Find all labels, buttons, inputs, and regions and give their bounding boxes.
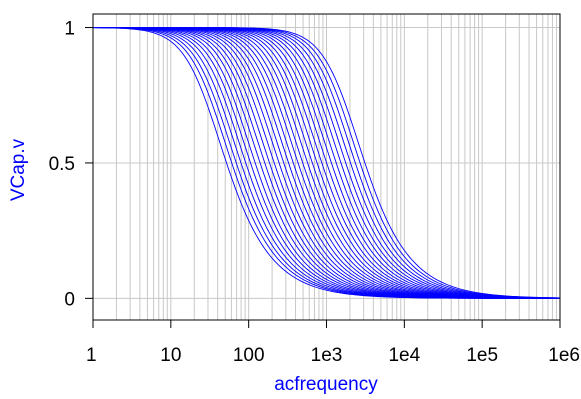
x-tick-labels: 1 10 100 1e3 1e4 1e5 1e6	[86, 345, 580, 366]
x-axis-title: acfrequency	[274, 374, 378, 395]
y-tick-label: 1	[64, 19, 75, 40]
x-tick-label: 1e4	[388, 345, 420, 366]
grid	[93, 14, 560, 320]
tick-marks	[85, 27, 561, 328]
series-group	[92, 27, 561, 299]
y-tick-labels: 00.51	[49, 19, 75, 311]
x-tick-label: 100	[233, 345, 265, 366]
x-tick-label: 1	[86, 345, 97, 366]
series-line-30	[93, 27, 561, 299]
x-tick-label: 1e3	[311, 345, 343, 366]
x-tick-label: 1e5	[466, 345, 498, 366]
y-tick-label: 0.5	[49, 154, 75, 175]
y-tick-label: 0	[64, 289, 75, 310]
x-tick-label: 10	[160, 345, 181, 366]
y-axis-title: VCap.v	[8, 138, 29, 201]
x-tick-label: 1e6	[548, 345, 580, 366]
